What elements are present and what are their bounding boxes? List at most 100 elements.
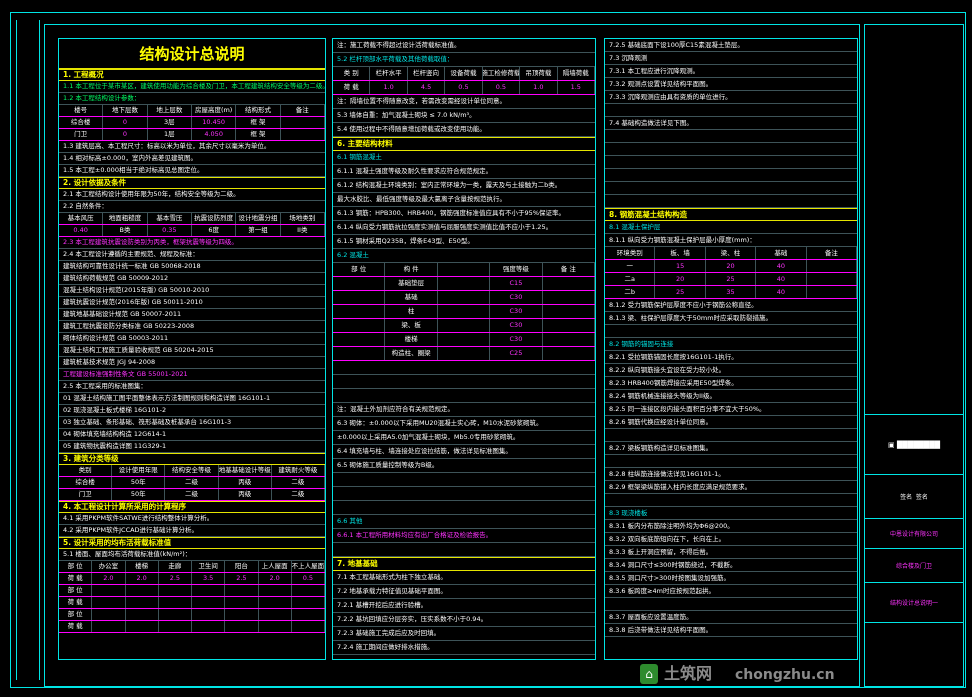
table-cell: 丙级 bbox=[219, 477, 272, 488]
table-cell: 环境类别 bbox=[605, 247, 656, 259]
table-cell: 基本风压 bbox=[59, 213, 104, 224]
note-line bbox=[333, 375, 595, 389]
note-line bbox=[333, 487, 595, 501]
table-cell bbox=[192, 597, 226, 608]
table-cell bbox=[543, 319, 595, 332]
note-line: 8.2.9 框架梁纵筋锚入柱内长度应满足规范要求。 bbox=[605, 481, 857, 494]
table-cell: 栏杆竖向 bbox=[408, 67, 446, 80]
note-line: 工程建设标准强制性条文 GB 55001-2021 bbox=[59, 369, 325, 381]
table-row: 综合楼 50年 二级 丙级 二级 bbox=[59, 477, 325, 489]
table-row: 楼梯 C30 bbox=[333, 333, 595, 347]
table-cell bbox=[159, 585, 192, 596]
note-line bbox=[605, 195, 857, 208]
table-cell bbox=[192, 609, 226, 620]
table-cell: 结构安全等级 bbox=[165, 465, 219, 476]
note-line: 7.2 地基承载力特征值见基础平面图。 bbox=[333, 585, 595, 599]
table-cell: 综合楼 bbox=[59, 117, 104, 128]
table-cell: 部 位 bbox=[59, 585, 93, 596]
table-row: 荷 载 bbox=[59, 621, 325, 633]
table-cell: 隔墙荷载 bbox=[558, 67, 595, 80]
note-line: 混凝土结构设计规范(2015年版) GB 50010-2010 bbox=[59, 285, 325, 297]
note-line: 8.2.5 同一连接区段内接头面积百分率不宜大于50%。 bbox=[605, 403, 857, 416]
note-line: 02 现浇混凝土板式楼梯 16G101-2 bbox=[59, 405, 325, 417]
table-cell bbox=[281, 129, 325, 140]
note-line: 6.1.4 纵向受力钢筋抗拉强度实测值与屈服强度实测值比值不应小于1.25。 bbox=[333, 221, 595, 235]
table-cell: 丙级 bbox=[219, 489, 272, 500]
note-line: 6.6 其他 bbox=[333, 515, 595, 529]
note-line: 8.1 混凝土保护层 bbox=[605, 221, 857, 234]
table-cell: 备注 bbox=[281, 105, 325, 116]
table-cell: 吊顶荷载 bbox=[520, 67, 558, 80]
table-cell bbox=[259, 609, 292, 620]
table-cell bbox=[159, 609, 192, 620]
note-line: 8.1.1 纵向受力钢筋混凝土保护层最小厚度(mm)： bbox=[605, 234, 857, 247]
table-cell: 备 注 bbox=[543, 263, 595, 276]
table-cell bbox=[438, 291, 491, 304]
table-cell: 0.5 bbox=[292, 573, 325, 584]
table-row: 0.40 B类 0.35 6度 第一组 II类 bbox=[59, 225, 325, 237]
section-heading: 2. 设计依据及条件 bbox=[59, 177, 325, 189]
table-cell: 荷 载 bbox=[59, 597, 93, 608]
note-line: 5.2 栏杆顶部水平荷载及其他荷载取值： bbox=[333, 53, 595, 67]
note-line: 5.3 墙体自重：加气混凝土砌块 ≤ 7.0 kN/m³。 bbox=[333, 109, 595, 123]
table-cell: 卫生间 bbox=[192, 561, 226, 572]
table-cell bbox=[292, 597, 325, 608]
table-cell: 强度等级 bbox=[490, 263, 543, 276]
table-cell bbox=[333, 277, 386, 290]
note-line: 8.2 钢筋的锚固与连接 bbox=[605, 338, 857, 351]
company-name: 中恩设计有限公司 bbox=[865, 519, 963, 549]
note-line: 建筑结构可靠性设计统一标准 GB 50068-2018 bbox=[59, 261, 325, 273]
table-cell: 3.5 bbox=[192, 573, 226, 584]
note-line: 注：隔墙位置不得随意改变，若需改变需经设计单位同意。 bbox=[333, 95, 595, 109]
table-cell bbox=[438, 305, 491, 318]
notes-panel-1: 结构设计总说明 1. 工程概况 1.1 本工程位于某市某区，建筑使用功能为综合楼及… bbox=[58, 38, 326, 660]
table-cell bbox=[438, 347, 491, 360]
note-line: 1.2 本工程结构设计参数： bbox=[59, 93, 325, 105]
table-cell: 场地类别 bbox=[281, 213, 325, 224]
table-cell: 二级 bbox=[272, 477, 325, 488]
table-cell: 门卫 bbox=[59, 129, 104, 140]
table-cell: C30 bbox=[490, 291, 543, 304]
table-cell: 部 位 bbox=[59, 561, 93, 572]
table-cell bbox=[543, 277, 595, 290]
table-cell: 50年 bbox=[112, 477, 166, 488]
table-cell bbox=[225, 621, 259, 632]
table-cell: C30 bbox=[490, 333, 543, 346]
note-line: 2.5 本工程采用的标准图集： bbox=[59, 381, 325, 393]
table-cell: 地面粗糙度 bbox=[103, 213, 148, 224]
table-cell: 板、墙 bbox=[655, 247, 706, 259]
table-cell: 1.0 bbox=[520, 81, 558, 94]
notes-panel-2: 注：施工荷载不得超过设计活荷载标准值。 5.2 栏杆顶部水平荷载及其他荷载取值：类… bbox=[332, 38, 596, 660]
note-line: 8.3 现浇楼板 bbox=[605, 507, 857, 520]
table-cell: 抗震设防烈度 bbox=[192, 213, 237, 224]
table-cell: 1层 bbox=[148, 129, 192, 140]
table-row: 荷 载 1.0 4.5 0.5 0.5 1.0 1.5 bbox=[333, 81, 595, 95]
table-cell bbox=[126, 597, 159, 608]
table-cell: 构 件 bbox=[385, 263, 438, 276]
note-line bbox=[605, 325, 857, 338]
note-line: 建筑桩基技术规范 JGJ 94-2008 bbox=[59, 357, 325, 369]
note-line: 4.1 采用PKPM软件SATWE进行结构整体计算分析。 bbox=[59, 513, 325, 525]
table-cell bbox=[333, 333, 386, 346]
note-line: 7.1 本工程基础形式为柱下独立基础。 bbox=[333, 571, 595, 585]
note-line: 7.2.2 基坑回填应分层夯实，压实系数不小于0.94。 bbox=[333, 613, 595, 627]
project-name: 综合楼及门卫 bbox=[865, 549, 963, 583]
table-cell bbox=[333, 347, 386, 360]
note-line: 5.4 使用过程中不得随意增加荷载或改变使用功能。 bbox=[333, 123, 595, 137]
table-cell bbox=[92, 621, 126, 632]
table-cell bbox=[807, 260, 857, 272]
table-cell: 3层 bbox=[148, 117, 192, 128]
note-line: 5.1 楼面、屋面均布活荷载标准值(kN/m²)： bbox=[59, 549, 325, 561]
note-line: 建筑工程抗震设防分类标准 GB 50223-2008 bbox=[59, 321, 325, 333]
table-cell: 门卫 bbox=[59, 489, 113, 500]
inner-frame bbox=[44, 24, 860, 687]
table-cell: 建筑耐火等级 bbox=[272, 465, 325, 476]
table-row: 环境类别 板、墙 梁、柱 基础 备注 bbox=[605, 247, 857, 260]
table-cell bbox=[543, 305, 595, 318]
table-cell: 楼梯 bbox=[126, 561, 159, 572]
note-line: ±0.000以上采用A5.0加气混凝土砌块，Mb5.0专用砂浆砌筑。 bbox=[333, 431, 595, 445]
table-cell: 40 bbox=[756, 260, 807, 272]
note-line: 混凝土结构工程施工质量验收规范 GB 50204-2015 bbox=[59, 345, 325, 357]
table-cell: 0.40 bbox=[59, 225, 104, 236]
note-line: 8.3.7 屋面板应设置温度筋。 bbox=[605, 611, 857, 624]
